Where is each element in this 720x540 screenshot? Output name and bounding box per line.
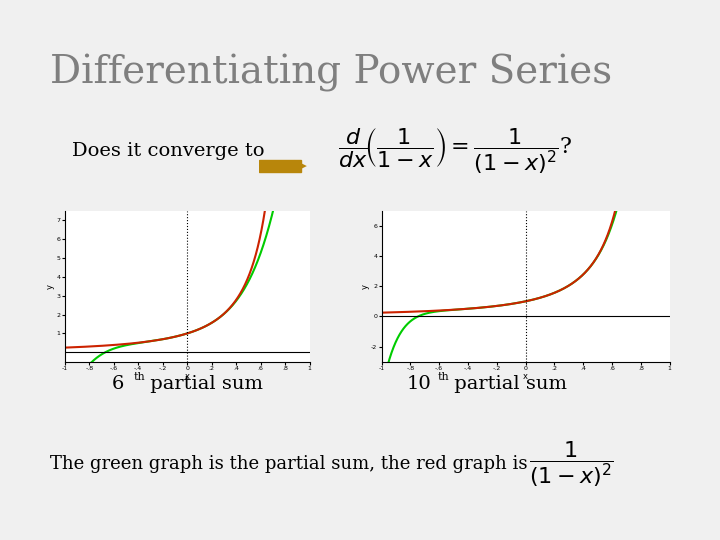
Text: partial sum: partial sum: [144, 375, 263, 393]
Text: Does it converge to: Does it converge to: [72, 142, 264, 160]
Text: th: th: [133, 372, 145, 382]
Text: 6: 6: [112, 375, 124, 393]
X-axis label: x: x: [185, 373, 189, 381]
Y-axis label: y: y: [46, 284, 55, 289]
X-axis label: x: x: [523, 373, 528, 381]
Text: $\dfrac{d}{dx}\!\left(\dfrac{1}{1-x}\right)=\dfrac{1}{(1-x)^2}$?: $\dfrac{d}{dx}\!\left(\dfrac{1}{1-x}\rig…: [338, 126, 572, 176]
Bar: [259, 160, 300, 172]
Text: The green graph is the partial sum, the red graph is: The green graph is the partial sum, the …: [50, 455, 528, 474]
Text: $\dfrac{1}{(1-x)^2}$: $\dfrac{1}{(1-x)^2}$: [529, 440, 614, 489]
Text: partial sum: partial sum: [448, 375, 567, 393]
Text: 10: 10: [407, 375, 431, 393]
Text: th: th: [438, 372, 449, 382]
Text: Differentiating Power Series: Differentiating Power Series: [50, 54, 613, 92]
Y-axis label: y: y: [361, 284, 370, 289]
